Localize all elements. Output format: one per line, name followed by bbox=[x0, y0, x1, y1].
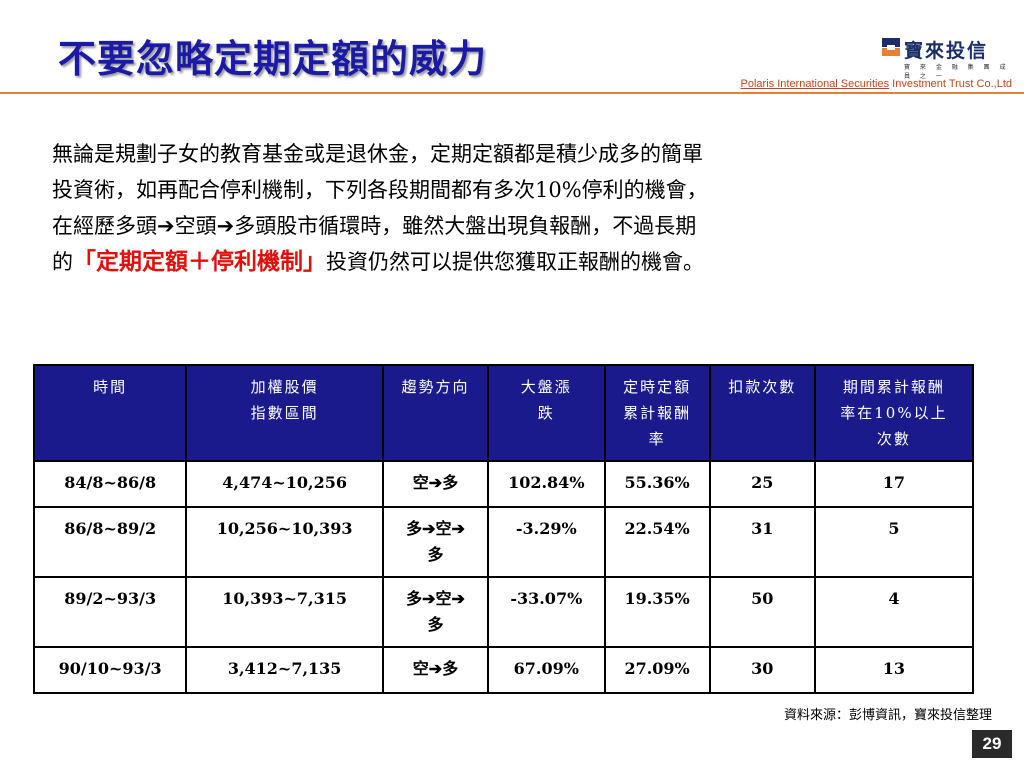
table-header-cell: 加權股價 指數區間 bbox=[185, 364, 384, 462]
table-row: 89/2~93/3 10,393~7,315 多➔空➔ 多 -33.07% 19.35% 5… bbox=[32, 576, 975, 648]
table-cell: -3.29% bbox=[487, 506, 606, 578]
arrow-right-icon: ➔ bbox=[216, 214, 235, 238]
highlight-phrase: 「定期定額＋停利機制」 bbox=[73, 248, 326, 275]
table-cell: 10,256~10,393 bbox=[185, 506, 384, 578]
table-cell: 25 bbox=[708, 460, 816, 508]
table-cell: 84/8~86/8 bbox=[32, 460, 188, 508]
table-cell: -33.07% bbox=[487, 576, 606, 648]
polaris-logo-icon bbox=[882, 38, 900, 56]
table-row: 90/10~93/3 3,412~7,135 空➔多 67.09% 27.09% 30 13 bbox=[32, 646, 975, 694]
table-cell: 89/2~93/3 bbox=[32, 576, 188, 648]
table-cell: 5 bbox=[813, 506, 975, 578]
intro-line-1: 無論是規劃子女的教育基金或是退休金，定期定額都是積少成多的簡單 bbox=[52, 142, 703, 166]
company-name-rest: Investment Trust Co.,Ltd bbox=[889, 78, 1012, 90]
table-cell: 4,474~10,256 bbox=[185, 460, 384, 508]
table-cell: 17 bbox=[813, 460, 975, 508]
returns-table: 時間 加權股價 指數區間 趨勢方向 大盤漲跌定時定額 累計報酬率扣款次數 期間累計報酬 率在1… bbox=[32, 364, 975, 694]
table-cell: 86/8~89/2 bbox=[32, 506, 188, 578]
table-header-cell: 時間 bbox=[32, 364, 188, 462]
data-source-note: 資料來源：彭博資訊，寶來投信整理 bbox=[783, 708, 992, 723]
table-cell: 90/10~93/3 bbox=[32, 646, 188, 694]
intro-paragraph: 無論是規劃子女的教育基金或是退休金，定期定額都是積少成多的簡單 投資術，如再配合… bbox=[52, 136, 972, 280]
table-cell: 102.84% bbox=[487, 460, 606, 508]
table-cell: 3,412~7,135 bbox=[185, 646, 384, 694]
table-cell: 67.09% bbox=[487, 646, 606, 694]
table-row: 86/8~89/2 10,256~10,393 多➔空➔ 多 -3.29% 22.54% 3… bbox=[32, 506, 975, 578]
table-cell: 13 bbox=[813, 646, 975, 694]
table-cell: 30 bbox=[708, 646, 816, 694]
table-cell: 31 bbox=[708, 506, 816, 578]
table-cell: 多➔空➔ 多 bbox=[381, 576, 490, 648]
table-cell: 19.35% bbox=[603, 576, 711, 648]
table-cell: 空➔多 bbox=[381, 460, 490, 508]
arrow-right-icon: ➔ bbox=[157, 214, 175, 238]
table-header-cell: 扣款次數 bbox=[708, 364, 816, 462]
intro-line-4: 的「定期定額＋停利機制」投資仍然可以提供您獲取正報酬的機會。 bbox=[52, 248, 704, 275]
table-header-cell: 大盤漲跌 bbox=[487, 364, 606, 462]
page-number: 29 bbox=[972, 730, 1012, 758]
table-cell: 55.36% bbox=[603, 460, 711, 508]
company-name-underlined: Polaris International Securities bbox=[740, 78, 890, 90]
table-cell: 空➔多 bbox=[381, 646, 490, 694]
logo-name: 寶來投信 bbox=[904, 40, 989, 62]
intro-line-3: 在經歷多頭➔空頭➔多頭股市循環時，雖然大盤出現負報酬，不過長期 bbox=[52, 214, 697, 238]
company-name: Polaris International Securities Investm… bbox=[741, 78, 1012, 90]
slide-title: 不要忽略定期定額的威力 bbox=[58, 37, 488, 81]
table-header-cell: 期間累計報酬 率在10%以上 次數 bbox=[813, 364, 975, 462]
table-cell: 10,393~7,315 bbox=[185, 576, 384, 648]
table-header-cell: 趨勢方向 bbox=[381, 364, 490, 462]
logo-tagline: 寶 來 金 融 集 團 成 員 之 一 bbox=[904, 64, 1010, 80]
table-header-cell: 定時定額 累計報酬率 bbox=[603, 364, 711, 462]
table-cell: 50 bbox=[708, 576, 816, 648]
table-cell: 多➔空➔ 多 bbox=[381, 506, 490, 578]
table-row: 84/8~86/8 4,474~10,256 空➔多 102.84% 55.36% 25 1… bbox=[32, 460, 975, 508]
header-rule bbox=[0, 92, 1024, 94]
table-cell: 27.09% bbox=[603, 646, 711, 694]
company-logo: 寶來投信 寶 來 金 融 集 團 成 員 之 一 bbox=[882, 36, 1012, 80]
table-cell: 22.54% bbox=[603, 506, 711, 578]
table-cell: 4 bbox=[813, 576, 975, 648]
table-header-row: 時間 加權股價 指數區間 趨勢方向 大盤漲跌定時定額 累計報酬率扣款次數 期間累計報酬 率在1… bbox=[32, 364, 975, 462]
intro-line-2: 投資術，如再配合停利機制，下列各段期間都有多次10%停利的機會， bbox=[52, 178, 708, 202]
